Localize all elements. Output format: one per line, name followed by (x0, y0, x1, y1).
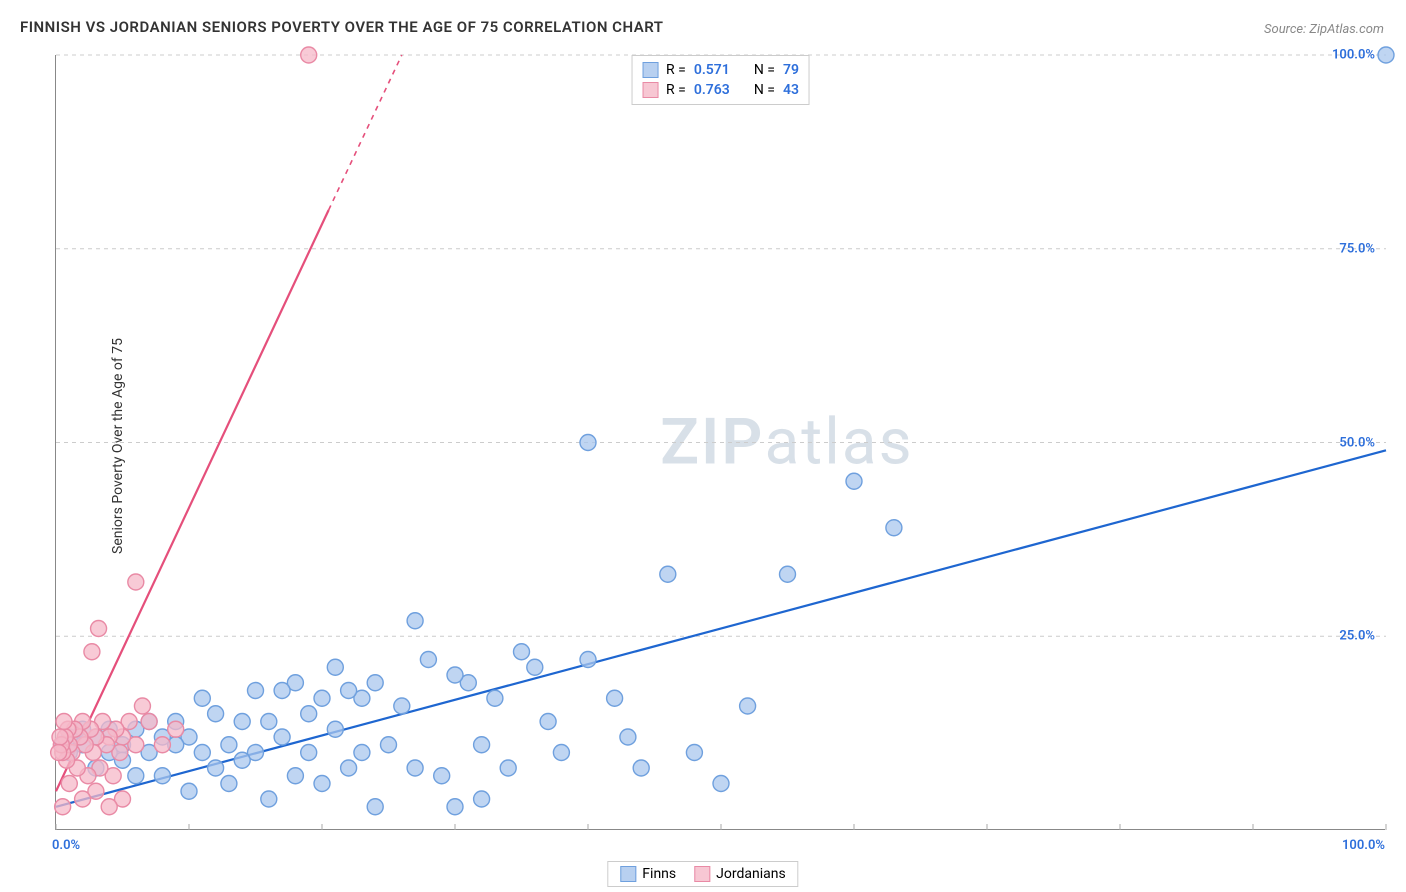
finns-swatch-icon (642, 62, 658, 78)
finns-r-value: 0.571 (694, 62, 730, 78)
chart-container: FINNISH VS JORDANIAN SENIORS POVERTY OVE… (0, 0, 1406, 892)
r-label: R = (666, 82, 686, 98)
legend-jordanians-label: Jordanians (716, 866, 786, 882)
x-end-label: 100.0% (1342, 838, 1385, 853)
n-label: N = (754, 82, 775, 98)
y-tick-label: 50.0% (1339, 435, 1375, 450)
bottom-legend: Finns Jordanians (607, 861, 798, 887)
chart-svg (56, 55, 1385, 829)
r-label: R = (666, 62, 686, 78)
y-tick-label: 75.0% (1339, 241, 1375, 256)
stats-box: R = 0.571 N = 79 R = 0.763 N = 43 (631, 55, 810, 105)
legend-finns-label: Finns (642, 866, 676, 882)
n-label: N = (754, 62, 775, 78)
jordanians-n-value: 43 (783, 82, 799, 98)
stats-row-finns: R = 0.571 N = 79 (642, 60, 799, 80)
source-attribution: Source: ZipAtlas.com (1264, 22, 1384, 37)
jordanians-r-value: 0.763 (694, 82, 730, 98)
stats-row-jordanians: R = 0.763 N = 43 (642, 80, 799, 100)
jordanians-swatch-icon (694, 866, 710, 882)
finns-n-value: 79 (783, 62, 799, 78)
finns-swatch-icon (620, 866, 636, 882)
y-tick-label: 25.0% (1339, 629, 1375, 644)
jordanians-swatch-icon (642, 82, 658, 98)
y-tick-label: 100.0% (1332, 48, 1375, 63)
legend-jordanians: Jordanians (694, 866, 786, 882)
chart-title: FINNISH VS JORDANIAN SENIORS POVERTY OVE… (20, 18, 664, 36)
x-start-label: 0.0% (52, 838, 80, 853)
legend-finns: Finns (620, 866, 676, 882)
plot-area: ZIPatlas R = 0.571 N = 79 R = 0.763 N = … (55, 55, 1385, 830)
